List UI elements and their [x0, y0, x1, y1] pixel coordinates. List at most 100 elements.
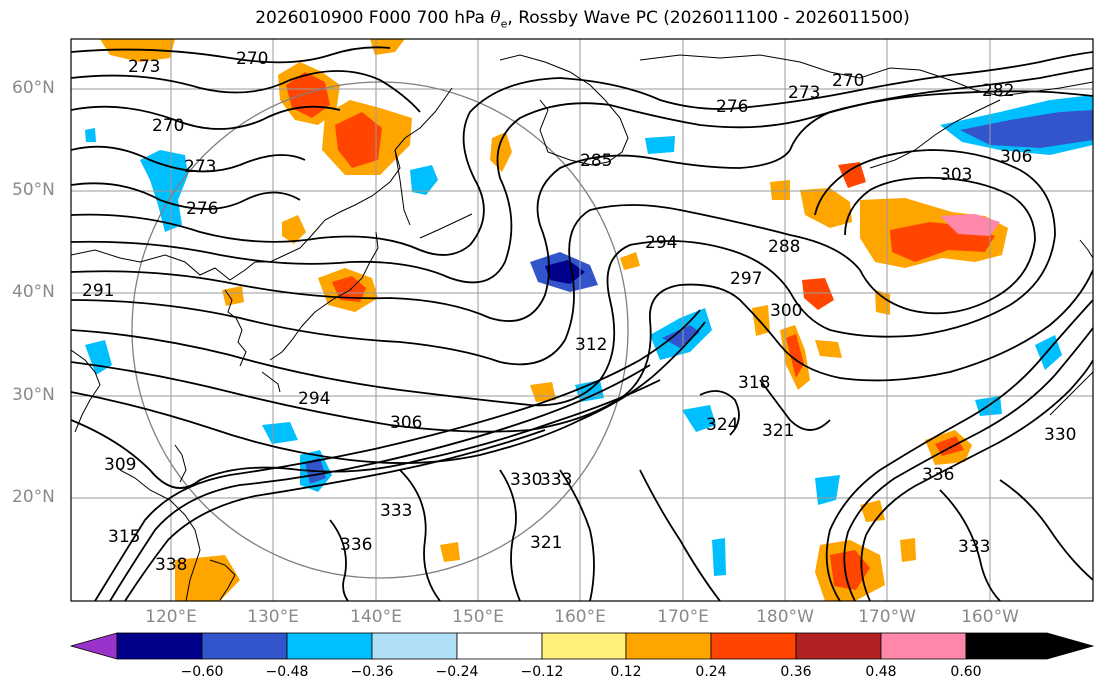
positive-anomaly-blob — [222, 286, 244, 306]
lat-label: 30°N — [12, 385, 55, 405]
contour-label: 270 — [152, 116, 184, 136]
positive-anomaly-blob — [800, 188, 852, 228]
negative-anomaly-blob — [410, 165, 438, 195]
contour-label: 338 — [155, 555, 187, 575]
theta-e-contours — [71, 46, 1093, 601]
negative-anomaly-blob — [1035, 335, 1062, 370]
contour-label: 270 — [236, 49, 268, 69]
positive-anomaly-blob — [175, 555, 240, 601]
contour-label: 291 — [82, 281, 114, 301]
positive-anomaly-blob — [900, 538, 916, 562]
colorbar-tick: −0.36 — [350, 664, 394, 680]
contour-label: 276 — [716, 97, 748, 117]
map-frame — [70, 38, 1094, 602]
positive-anomaly-blob — [780, 325, 810, 390]
colorbar-tick: 0.24 — [695, 664, 727, 680]
lon-label: 160°E — [554, 607, 606, 627]
colorbar-tick: 0.60 — [950, 664, 982, 680]
positive-anomaly-blob — [530, 382, 556, 402]
colorbar-segment — [456, 632, 543, 660]
colorbar-segment — [69, 632, 118, 660]
contour-label: 303 — [940, 165, 972, 185]
positive-anomaly-blob — [490, 132, 512, 172]
colorbar-segment — [541, 632, 627, 660]
title-subscript: e — [500, 17, 508, 31]
contour-label: 321 — [530, 533, 562, 553]
lon-label: 170°E — [657, 607, 709, 627]
positive-anomaly-blob — [815, 340, 842, 358]
negative-anomaly-blob — [682, 405, 716, 432]
contour-label: 273 — [184, 157, 216, 177]
lat-label: 50°N — [12, 180, 55, 200]
colorbar-segment — [880, 632, 967, 660]
contour-label: 282 — [982, 81, 1014, 101]
colorbar-segment — [795, 632, 882, 660]
title-symbol: θ — [490, 8, 501, 28]
positive-anomaly-blob — [802, 278, 834, 310]
negative-anomaly-blob — [712, 538, 726, 576]
map-title: 2026010900 F000 700 hPa θe, Rossby Wave … — [0, 8, 1105, 30]
lat-label: 40°N — [12, 282, 55, 302]
lon-label: 170°W — [858, 607, 916, 627]
colorbar — [69, 632, 1095, 660]
colorbar-tick: −0.48 — [265, 664, 309, 680]
contour-label: 288 — [768, 237, 800, 257]
positive-anomaly-blob — [282, 215, 306, 244]
contour-label: 294 — [298, 389, 330, 409]
contour-labels: 270 270 273 276 291 294 306 309 312 315 … — [82, 49, 1076, 575]
colorbar-tick: −0.60 — [180, 664, 224, 680]
negative-anomaly-blob — [530, 252, 598, 292]
contour-label: 315 — [108, 527, 140, 547]
colorbar-segment — [625, 632, 712, 660]
lat-label: 20°N — [12, 487, 55, 507]
contour-label: 324 — [706, 415, 738, 435]
colorbar-tick: −0.24 — [435, 664, 479, 680]
contour-label: 330 — [1044, 425, 1076, 445]
contour-label: 336 — [340, 535, 372, 555]
contour-label: 306 — [390, 413, 422, 433]
colorbar-segment — [965, 632, 1095, 660]
negative-anomaly-blob — [940, 95, 1093, 155]
lon-label: 160°W — [961, 607, 1019, 627]
colorbar-segment — [116, 632, 203, 660]
contour-label: 333 — [958, 537, 990, 557]
contour-label: 312 — [575, 335, 607, 355]
contour-label: 273 — [788, 83, 820, 103]
lon-label: 150°E — [452, 607, 504, 627]
contour-label: 321 — [762, 421, 794, 441]
contour-label: 270 — [832, 71, 864, 91]
positive-anomaly-blob — [838, 162, 866, 188]
lon-label: 120°E — [145, 607, 197, 627]
colorbar-tick: −0.12 — [520, 664, 564, 680]
lat-lon-grid — [71, 39, 1093, 601]
positive-anomaly-blob — [620, 252, 640, 270]
positive-anomaly-blob — [322, 100, 412, 175]
title-tail: , Rossby Wave PC (2026011100 - 202601150… — [507, 8, 910, 28]
contour-label: 309 — [104, 455, 136, 475]
contour-label: 333 — [540, 470, 572, 490]
contour-label: 276 — [186, 199, 218, 219]
positive-anomaly-blob — [440, 542, 460, 562]
positive-anomaly-blob — [875, 290, 890, 315]
contour-label: 285 — [580, 151, 612, 171]
map-background — [71, 39, 1093, 601]
contour-label: 318 — [738, 373, 770, 393]
lat-label: 60°N — [12, 78, 55, 98]
contour-label: 300 — [770, 301, 802, 321]
lon-label: 130°E — [247, 607, 299, 627]
reference-circle — [131, 81, 629, 579]
colorbar-tick: 0.12 — [610, 664, 642, 680]
colorbar-segment — [286, 632, 373, 660]
negative-anomaly-blob — [650, 308, 712, 360]
contour-label: 294 — [645, 233, 677, 253]
colorbar-tick: 0.48 — [865, 664, 897, 680]
positive-anomaly-blob — [770, 180, 790, 200]
contour-label: 297 — [730, 269, 762, 289]
colorbar-segment — [371, 632, 458, 660]
colorbar-tick: 0.36 — [780, 664, 812, 680]
negative-anomaly-blob — [85, 128, 96, 142]
colorbar-segment — [201, 632, 288, 660]
contour-label: 333 — [380, 501, 412, 521]
title-main: 2026010900 F000 700 hPa — [255, 8, 491, 28]
